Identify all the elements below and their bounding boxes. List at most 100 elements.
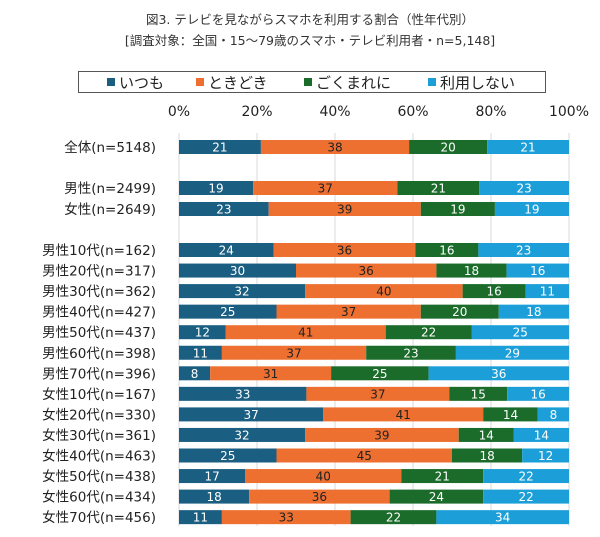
data-label: 17 bbox=[205, 470, 220, 484]
bar-segment bbox=[420, 304, 499, 319]
bar-segment bbox=[179, 304, 277, 319]
data-label: 18 bbox=[479, 449, 494, 463]
bar-segment bbox=[498, 304, 569, 319]
bar-segment bbox=[225, 325, 386, 340]
data-label: 23 bbox=[403, 346, 418, 360]
data-label: 37 bbox=[244, 408, 259, 422]
data-label: 45 bbox=[357, 449, 372, 463]
data-label: 25 bbox=[220, 305, 235, 319]
category-label: 女性40代(n=463) bbox=[42, 448, 156, 465]
bar-segment bbox=[305, 284, 463, 299]
legend-label: ときどき bbox=[208, 73, 268, 92]
bar-segment bbox=[179, 284, 306, 299]
category-label: 女性(n=2649) bbox=[64, 201, 156, 218]
legend: いつも ときどき ごくまれに 利用しない bbox=[78, 71, 546, 93]
data-label: 39 bbox=[337, 203, 352, 217]
category-label: 女性30代(n=361) bbox=[42, 427, 156, 444]
data-label: 22 bbox=[518, 470, 533, 484]
legend-item: 利用しない bbox=[428, 72, 515, 93]
bar-segment bbox=[487, 140, 569, 154]
data-label: 37 bbox=[286, 346, 301, 360]
data-label: 19 bbox=[524, 203, 539, 217]
bar-segment bbox=[179, 448, 277, 463]
bar-segment bbox=[276, 304, 421, 319]
bar-segment bbox=[179, 427, 306, 442]
bar-segment bbox=[179, 366, 211, 381]
category-label: 女性60代(n=434) bbox=[42, 489, 156, 506]
data-label: 24 bbox=[429, 490, 444, 504]
x-tick-label: 20% bbox=[241, 104, 272, 120]
bar-segment bbox=[537, 407, 569, 422]
data-label: 18 bbox=[464, 264, 479, 278]
data-label: 31 bbox=[263, 367, 278, 381]
bar-segment bbox=[210, 366, 332, 381]
bar-segment bbox=[409, 140, 488, 154]
data-label: 12 bbox=[538, 449, 553, 463]
legend-swatch bbox=[196, 78, 204, 86]
bar-segment bbox=[506, 263, 569, 278]
legend-item: ごくまれに bbox=[304, 72, 391, 93]
bar-segment bbox=[323, 407, 484, 422]
bar-segment bbox=[276, 448, 452, 463]
bar-segment bbox=[436, 510, 569, 525]
data-label: 16 bbox=[530, 387, 545, 401]
legend-item: いつも bbox=[107, 72, 164, 93]
bar-segment bbox=[449, 386, 508, 401]
data-label: 21 bbox=[212, 141, 227, 155]
data-label: 23 bbox=[216, 203, 231, 217]
bar-segment bbox=[471, 325, 569, 340]
data-label: 29 bbox=[505, 346, 520, 360]
data-label: 11 bbox=[193, 511, 208, 525]
bar-segment bbox=[494, 202, 569, 216]
bar-segment bbox=[268, 202, 421, 216]
legend-swatch bbox=[107, 78, 115, 86]
data-label: 8 bbox=[191, 367, 199, 381]
x-tick-label: 80% bbox=[475, 104, 506, 120]
data-label: 16 bbox=[530, 264, 545, 278]
data-label: 12 bbox=[195, 326, 210, 340]
bar-segment bbox=[179, 140, 261, 154]
bar-segment bbox=[249, 489, 390, 504]
category-label: 女性20代(n=330) bbox=[42, 406, 156, 423]
data-label: 23 bbox=[517, 182, 532, 196]
data-label: 32 bbox=[234, 428, 249, 442]
data-label: 37 bbox=[370, 387, 385, 401]
data-label: 41 bbox=[396, 408, 411, 422]
data-label: 37 bbox=[318, 182, 333, 196]
data-label: 20 bbox=[440, 141, 455, 155]
chart-title: 図3. テレビを見ながらスマホを利用する割合（性年代別） bbox=[145, 12, 475, 27]
category-label: 男性30代(n=362) bbox=[42, 284, 156, 300]
bar-segment bbox=[253, 181, 398, 195]
data-label: 14 bbox=[503, 408, 518, 422]
data-label: 32 bbox=[234, 285, 249, 299]
data-label: 40 bbox=[316, 470, 331, 484]
data-label: 39 bbox=[374, 428, 389, 442]
bar-segment bbox=[478, 243, 569, 257]
bar-segment bbox=[479, 181, 569, 195]
bar-segment bbox=[458, 427, 514, 442]
category-label: 男性50代(n=437) bbox=[42, 325, 156, 341]
bar-segment bbox=[522, 448, 569, 463]
data-label: 25 bbox=[513, 326, 528, 340]
data-label: 21 bbox=[520, 141, 535, 155]
bar-segment bbox=[179, 345, 222, 360]
chart-subtitle: [調査対象：全国・15～79歳のスマホ・テレビ利用者・n=5,148] bbox=[124, 33, 496, 48]
category-label: 男性20代(n=317) bbox=[42, 264, 156, 280]
bar-segment bbox=[483, 489, 569, 504]
bar-segment bbox=[483, 469, 569, 484]
bar-segment bbox=[455, 345, 569, 360]
bar-segment bbox=[507, 386, 569, 401]
bar-segment bbox=[525, 284, 569, 299]
bar-segment bbox=[420, 202, 495, 216]
bar-segment bbox=[179, 469, 246, 484]
bar-segment bbox=[350, 510, 437, 525]
data-label: 38 bbox=[327, 141, 342, 155]
bar-segment bbox=[385, 325, 472, 340]
category-label: 全体(n=5148) bbox=[64, 139, 156, 156]
bar-segment bbox=[436, 263, 507, 278]
data-label: 36 bbox=[359, 264, 374, 278]
data-label: 11 bbox=[193, 346, 208, 360]
bar-segment bbox=[305, 427, 459, 442]
data-label: 11 bbox=[540, 285, 555, 299]
